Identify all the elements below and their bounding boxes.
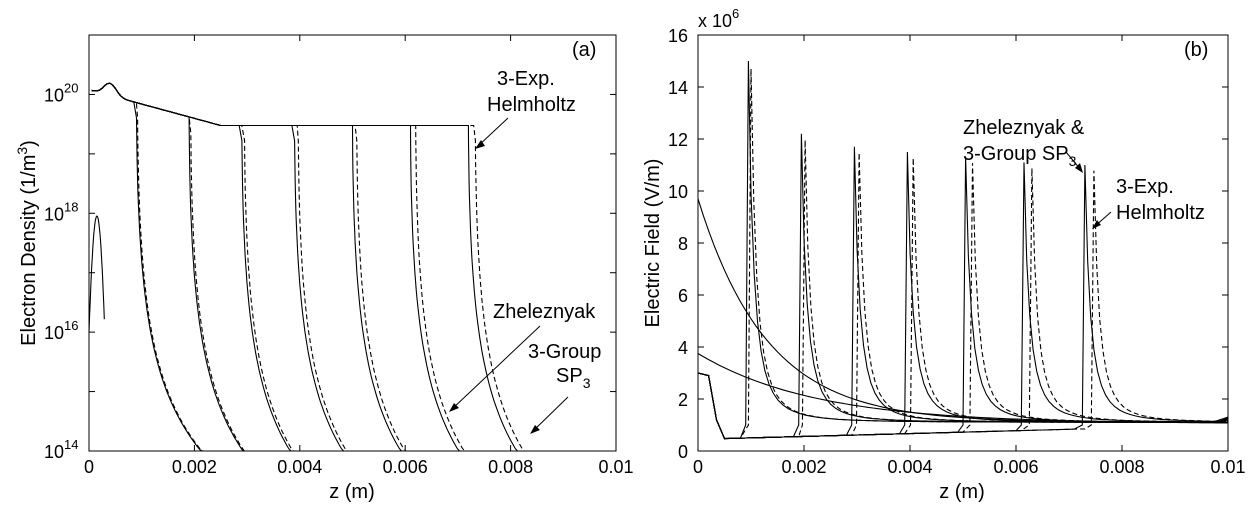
panel-a-annotation-helmholtz: 3-Exp. Helmholtz bbox=[475, 68, 576, 149]
panel-a-arrowhead-zheleznyak bbox=[449, 403, 459, 412]
panel-a-y-axis-title-end: ) bbox=[18, 140, 40, 147]
panel-b-annot-zs-line2: 3-Group SP bbox=[963, 143, 1069, 165]
panel-a-y-tick-exp: 14 bbox=[64, 437, 78, 452]
panel-b-x-tick-label: 0.002 bbox=[781, 457, 826, 477]
panel-a-annot-helmholtz-line1: 3-Exp. bbox=[497, 68, 555, 90]
panel-a-seed-curve bbox=[88, 215, 105, 332]
panel-a-y-tick-label: 1016 bbox=[44, 318, 79, 343]
panel-a-arrowhead-helmholtz bbox=[475, 140, 485, 149]
panel-b-annotation-zheleznyak-sp3: Zheleznyak & 3-Group SP3 bbox=[963, 117, 1085, 173]
panel-a-x-tick-label: 0 bbox=[84, 457, 94, 477]
panel-b-y-tick-label: 6 bbox=[678, 286, 688, 306]
svg-text:3-Exp.Helmholtz: 3-Exp. Helmholtz bbox=[1116, 176, 1205, 224]
panel-a-x-tick-label: 0.004 bbox=[277, 457, 322, 477]
panel-b-field-curve-dashed bbox=[697, 170, 1229, 440]
panel-a-y-axis-title-sup: 3 bbox=[14, 147, 30, 155]
panel-b-annot-zs-sub: 3 bbox=[1069, 153, 1077, 169]
panel-b-x-tick-label: 0 bbox=[693, 457, 703, 477]
panel-a-y-tick-label: 1014 bbox=[44, 437, 79, 462]
panel-b-annotation-helmholtz: 3-Exp. Helmholtz bbox=[1092, 176, 1205, 229]
panel-a-y-tick-label: 1020 bbox=[44, 80, 79, 105]
panel-b-y-tick-label: 10 bbox=[668, 182, 688, 202]
panel-a-arrow-sp3 bbox=[531, 396, 569, 433]
panel-a-y-tick-exp: 16 bbox=[64, 318, 78, 333]
svg-text:3-Exp.Helmholtz: 3-Exp. Helmholtz bbox=[487, 68, 576, 116]
panel-a-density-curve-dashed bbox=[91, 82, 525, 452]
panel-a-arrow-zheleznyak bbox=[450, 325, 541, 411]
panel-b-y-tick-label: 8 bbox=[678, 234, 688, 254]
panel-b-y-multiplier-exp: 6 bbox=[732, 6, 739, 21]
panel-b-x-axis-title: z (m) bbox=[939, 481, 985, 503]
panel-b-y-multiplier: x 106 bbox=[698, 6, 739, 31]
panel-a-ticks: 0 0.002 0.004 0.006 0.008 0.01101410161018102… bbox=[44, 34, 634, 477]
panel-a-density-curve bbox=[91, 82, 203, 452]
panel-b-annot-helmholtz-line2: Helmholtz bbox=[1116, 202, 1205, 224]
panel-b-annot-zs-line1: Zheleznyak & bbox=[963, 117, 1085, 139]
panel-a-y-tick-label: 1018 bbox=[44, 199, 79, 224]
panel-b-y-tick-label: 0 bbox=[678, 442, 688, 462]
panel-b-arrowhead-zs bbox=[1075, 163, 1083, 173]
panel-b-label: (b) bbox=[1184, 39, 1208, 61]
panel-b-y-tick-label: 14 bbox=[668, 78, 688, 98]
panel-b-ticks: 0 0.002 0.004 0.006 0.008 0.01 0 2 4 6 8 10 12 14 16 bbox=[668, 26, 1246, 477]
panel-a-x-axis-title: z (m) bbox=[329, 481, 375, 503]
panel-a-y-tick-base: 10 bbox=[44, 323, 64, 343]
panel-a-x-tick-label: 0.01 bbox=[598, 457, 633, 477]
panel-b-annot-helmholtz-line1: 3-Exp. bbox=[1116, 176, 1174, 198]
panel-b-field-curve-dashed bbox=[697, 140, 1229, 440]
panel-a-annot-sp3-line2: SP bbox=[556, 365, 583, 387]
panel-a-arrowhead-sp3 bbox=[530, 425, 540, 434]
panel-b-y-axis-title: Electric Field (V/m) bbox=[642, 159, 664, 328]
panel-b-y-tick-label: 4 bbox=[678, 338, 688, 358]
panel-a-density-curve bbox=[91, 82, 518, 452]
svg-text:Zheleznyak &3-Group SP3: Zheleznyak & 3-Group SP3 bbox=[963, 117, 1085, 169]
panel-b-y-multiplier-base: x 10 bbox=[698, 11, 732, 31]
panel-a-curves bbox=[88, 82, 525, 452]
panel-b-x-tick-label: 0.004 bbox=[887, 457, 932, 477]
panel-a-x-tick-label: 0.002 bbox=[172, 457, 217, 477]
panel-a-y-tick-base: 10 bbox=[44, 442, 64, 462]
panel-a-y-axis-title: Electron Density (1/m3) bbox=[14, 140, 40, 346]
panel-a-y-tick-exp: 18 bbox=[64, 199, 78, 214]
panel-a-annot-helmholtz-line2: Helmholtz bbox=[487, 94, 576, 116]
panel-b-y-tick-label: 16 bbox=[668, 26, 688, 46]
panel-a-y-tick-base: 10 bbox=[44, 204, 64, 224]
panel-a-y-tick-exp: 20 bbox=[64, 80, 78, 95]
panel-a-label: (a) bbox=[572, 39, 596, 61]
panel-a-annot-sp3-sub: 3 bbox=[583, 375, 591, 391]
svg-text:Zheleznyak: Zheleznyak bbox=[493, 301, 596, 323]
panel-a-electron-density: 0 0.002 0.004 0.006 0.008 0.01101410161018102… bbox=[14, 34, 634, 503]
panel-b-x-tick-label: 0.01 bbox=[1210, 457, 1245, 477]
panel-a-density-curve-dashed bbox=[91, 82, 466, 452]
panel-a-y-axis-title-main: Electron Density (1/m bbox=[18, 155, 40, 346]
panel-a-x-tick-label: 0.008 bbox=[488, 457, 533, 477]
panel-b-arrowhead-helmholtz bbox=[1092, 220, 1101, 229]
panel-a-density-curve-dashed bbox=[91, 82, 245, 452]
panel-b-x-tick-label: 0.008 bbox=[1099, 457, 1144, 477]
panel-a-density-curve bbox=[91, 82, 345, 452]
panel-b-x-tick-label: 0.006 bbox=[993, 457, 1038, 477]
panel-a-annot-sp3-line1: 3-Group bbox=[528, 341, 601, 363]
panel-b-y-tick-label: 12 bbox=[668, 130, 688, 150]
panel-a-plot-frame bbox=[88, 34, 617, 452]
panel-b-background-field-curve bbox=[697, 353, 1229, 424]
panel-a-annot-zheleznyak-line1: Zheleznyak bbox=[493, 301, 596, 323]
panel-a-density-curve-dashed bbox=[91, 82, 204, 452]
panel-a-density-curve-dashed bbox=[91, 82, 294, 452]
panel-a-density-curve bbox=[91, 82, 460, 452]
panel-a-y-tick-base: 10 bbox=[44, 85, 64, 105]
panel-b-y-tick-label: 2 bbox=[678, 390, 688, 410]
panel-b-curves bbox=[697, 60, 1229, 440]
panel-a-x-tick-label: 0.006 bbox=[383, 457, 428, 477]
panel-a-annotation-sp3: 3-Group SP3 bbox=[528, 341, 601, 434]
panel-a-density-curve-dashed bbox=[91, 82, 348, 452]
panel-b-electric-field: 0 0.002 0.004 0.006 0.008 0.01 0 2 4 6 8 10 12 14 16 (… bbox=[642, 6, 1246, 503]
panel-a-annotation-zheleznyak: Zheleznyak bbox=[449, 301, 596, 412]
